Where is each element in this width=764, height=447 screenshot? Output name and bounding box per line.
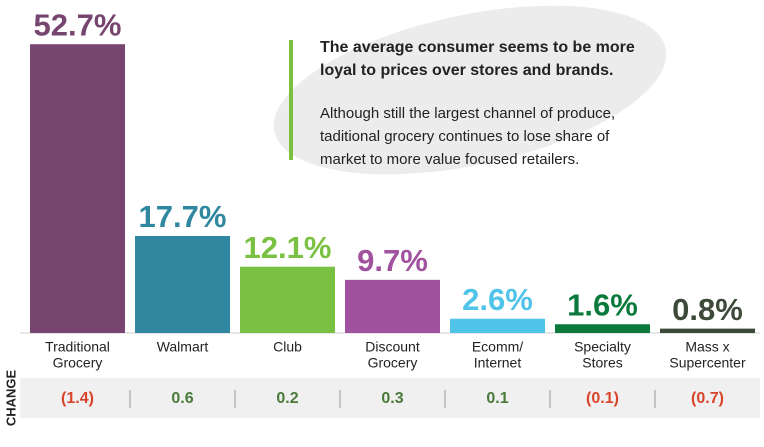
x-tick-label: Traditional <box>45 339 110 355</box>
value-label: 17.7% <box>139 199 227 234</box>
x-tick-label: Internet <box>474 355 522 371</box>
annotation-body: Although still the largest channel of pr… <box>320 105 615 122</box>
bar <box>660 328 755 333</box>
x-tick-label: Mass x <box>685 339 729 355</box>
annotation-headline: The average consumer seems to be more <box>320 39 635 56</box>
value-label: 2.6% <box>462 282 533 317</box>
value-label: 52.7% <box>34 7 122 42</box>
value-label: 1.6% <box>567 287 638 322</box>
x-tick-label: Walmart <box>157 339 209 355</box>
change-value: 0.2 <box>276 390 298 407</box>
bar <box>30 44 125 333</box>
x-tick-label: Grocery <box>368 355 418 371</box>
bar <box>555 324 650 333</box>
change-value: (0.1) <box>586 390 619 407</box>
x-tick-label: Club <box>273 339 302 355</box>
x-tick-label: Specialty <box>574 339 631 355</box>
annotation-body: taditional grocery continues to lose sha… <box>320 128 610 145</box>
bar <box>450 318 545 333</box>
x-tick-label: Stores <box>582 355 622 371</box>
change-value: (0.7) <box>691 390 724 407</box>
bar <box>135 236 230 333</box>
change-value: (1.4) <box>61 390 94 407</box>
change-value: 0.1 <box>486 390 508 407</box>
x-tick-label: Supercenter <box>669 355 746 371</box>
value-label: 12.1% <box>244 230 332 265</box>
change-value: 0.3 <box>381 390 403 407</box>
value-label: 0.8% <box>672 292 743 327</box>
bar <box>240 266 335 333</box>
x-tick-label: Grocery <box>53 355 103 371</box>
annotation-background <box>273 5 667 175</box>
change-band <box>20 378 760 418</box>
value-label: 9.7% <box>357 243 428 278</box>
annotation-body: market to more value focused retailers. <box>320 151 579 168</box>
x-tick-label: Ecomm/ <box>472 339 523 355</box>
x-tick-label: Discount <box>365 339 420 355</box>
bar <box>345 279 440 333</box>
annotation-headline: loyal to prices over stores and brands. <box>320 62 613 79</box>
change-label: CHANGE <box>3 370 18 427</box>
change-value: 0.6 <box>171 390 193 407</box>
